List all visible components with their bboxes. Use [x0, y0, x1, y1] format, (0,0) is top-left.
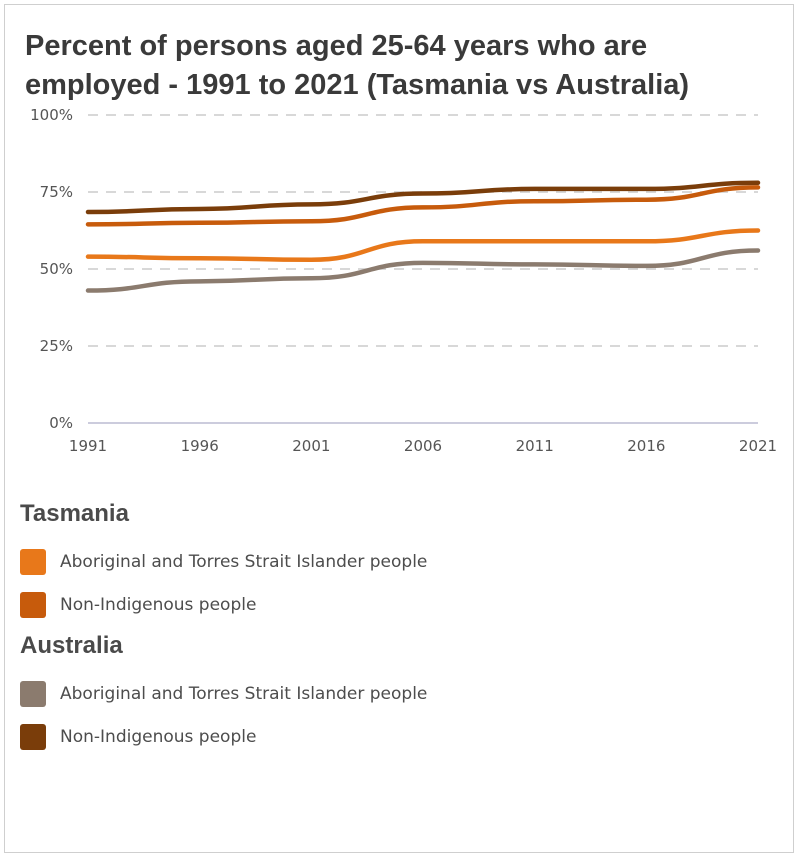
y-tick-label: 0% [49, 414, 73, 432]
x-tick-label: 2016 [627, 437, 665, 455]
series-line-australia-non-indigenous [85, 180, 761, 215]
legend-label: Aboriginal and Torres Strait Islander pe… [60, 552, 428, 572]
line-chart: 0% 25% 50% 75% 100% 1991 1996 2001 2006 2011 2016 2… [30, 106, 777, 455]
legend-swatch [20, 724, 46, 750]
legend-swatch [20, 592, 46, 618]
legend-item[interactable]: Non-Indigenous people [20, 592, 256, 618]
y-tick-label: 75% [40, 183, 73, 201]
x-tick-label: 2001 [292, 437, 330, 455]
x-tick-label: 2021 [739, 437, 777, 455]
x-tick-label: 1996 [181, 437, 219, 455]
legend-item[interactable]: Aboriginal and Torres Strait Islander pe… [20, 681, 427, 707]
y-tick-label: 100% [30, 106, 73, 124]
legend-label: Aboriginal and Torres Strait Islander pe… [60, 684, 428, 704]
chart-card: Percent of persons aged 25-64 years who … [4, 4, 794, 853]
series-line-tasmania-aboriginal [85, 228, 761, 263]
legend-swatch [20, 549, 46, 575]
y-tick-label: 25% [40, 337, 73, 355]
x-tick-label: 1991 [69, 437, 107, 455]
legend-label: Non-Indigenous people [60, 595, 257, 615]
x-tick-label: 2006 [404, 437, 442, 455]
series-line-australia-aboriginal [85, 248, 761, 293]
legend-swatch [20, 681, 46, 707]
legend-group-title-australia: Australia [20, 632, 123, 659]
legend-item[interactable]: Aboriginal and Torres Strait Islander pe… [20, 549, 427, 575]
chart-title: Percent of persons aged 25-64 years who … [25, 30, 690, 101]
series-line-tasmania-non-indigenous [85, 185, 761, 227]
legend-group-title-tasmania: Tasmania [20, 500, 129, 527]
x-tick-label: 2011 [516, 437, 554, 455]
legend-label: Non-Indigenous people [60, 727, 257, 747]
y-tick-label: 50% [40, 260, 73, 278]
legend-item[interactable]: Non-Indigenous people [20, 724, 256, 750]
